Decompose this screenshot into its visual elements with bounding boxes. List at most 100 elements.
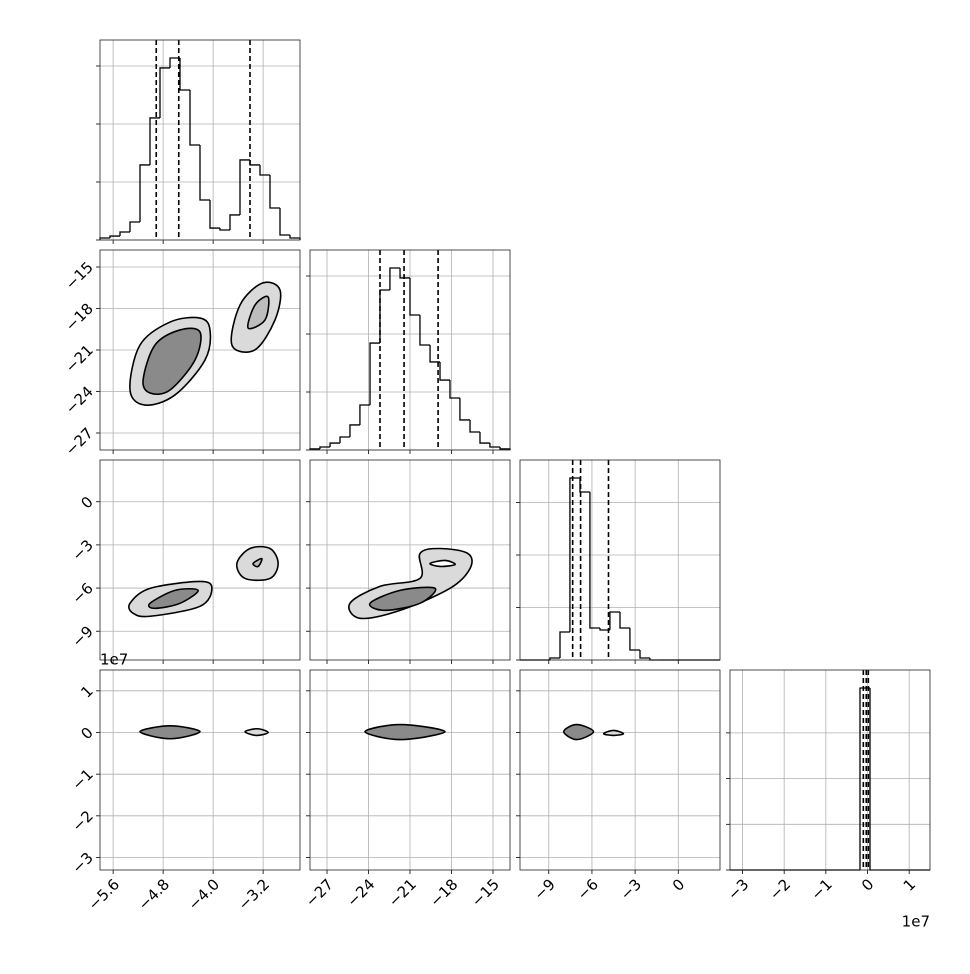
hist-bin <box>469 419 480 433</box>
panel-frame <box>99 39 301 241</box>
hist-bin <box>139 164 150 223</box>
x-tick-label: −18 <box>426 875 461 910</box>
hist-bin <box>219 228 230 231</box>
hist-bin <box>349 424 360 438</box>
contour <box>139 725 201 740</box>
hist-bin <box>609 611 620 631</box>
x-tick-label: −9 <box>530 875 558 903</box>
hist-bin <box>479 432 490 444</box>
hist-bin <box>119 231 130 237</box>
hist-bin <box>179 57 190 91</box>
hist-bin <box>559 631 570 659</box>
hist-bin <box>129 221 140 232</box>
hist-bin <box>399 267 410 279</box>
hist-bin <box>489 443 501 448</box>
contour <box>368 586 437 612</box>
hist-bin <box>269 175 280 209</box>
x-tick-label: −3.2 <box>235 875 273 913</box>
hist-bin <box>429 345 441 363</box>
hist-bin <box>449 380 460 399</box>
y-tick-label: −3 <box>69 849 97 877</box>
y-tick-label: 1 <box>77 682 96 701</box>
y-tick-label: −18 <box>62 300 97 335</box>
x-tick-label: −21 <box>385 875 420 910</box>
x-tick-label: −1 <box>807 875 835 903</box>
x-tick-label: −24 <box>343 875 378 910</box>
hist-bin <box>639 650 650 659</box>
panel-frame <box>519 669 721 871</box>
contour <box>429 559 456 568</box>
hist-bin <box>279 207 290 236</box>
hist-bin <box>499 446 511 450</box>
contour <box>348 547 473 620</box>
contour <box>147 587 199 610</box>
panel-frame <box>309 249 511 451</box>
hist-bin <box>459 398 471 421</box>
y-tick-label: −27 <box>62 424 97 459</box>
x-tick-label: −27 <box>302 875 337 910</box>
y-tick-label: −24 <box>62 383 97 418</box>
x-tick-label: 0 <box>669 875 688 894</box>
hist-bin <box>329 442 341 447</box>
hist-bin <box>339 436 350 444</box>
y-tick-label: −6 <box>69 579 97 607</box>
contour <box>602 729 625 737</box>
contour <box>247 295 270 330</box>
x-tick-label: −4.0 <box>185 875 223 913</box>
contour <box>244 727 269 737</box>
panel-frame <box>99 459 301 661</box>
y-tick-label: −2 <box>69 807 97 835</box>
x-tick-label: −4.8 <box>135 875 173 913</box>
y-tick-label: −1 <box>69 765 97 793</box>
panel-frame <box>729 669 931 871</box>
hist-bin <box>289 235 301 240</box>
contour <box>364 723 446 741</box>
panel-frame <box>309 459 511 661</box>
hist-bin <box>149 117 160 165</box>
hist-bin <box>629 627 640 651</box>
x-tick-label: −6 <box>574 875 602 903</box>
hist-bin <box>589 492 600 629</box>
hist-bin <box>379 289 390 344</box>
y-tick-label: 0 <box>77 724 96 743</box>
hist-bin <box>319 446 331 449</box>
contour <box>142 327 202 396</box>
hist-bin <box>419 314 431 346</box>
hist-bin <box>389 267 401 291</box>
hist-bin <box>159 67 170 118</box>
contour <box>252 557 263 568</box>
hist-bin <box>369 342 380 405</box>
x-tick-label: −2 <box>766 875 794 903</box>
hist-bin <box>199 144 210 201</box>
hist-bin <box>249 159 260 166</box>
panel-frame <box>309 669 511 871</box>
x-offset-label: 1e7 <box>902 913 930 931</box>
x-tick-label: −3 <box>724 875 752 903</box>
hist-bin <box>109 235 120 239</box>
y-tick-label: −9 <box>69 622 97 650</box>
hist-bin <box>239 159 250 215</box>
panel-frame <box>99 669 301 871</box>
hist-bin <box>169 57 180 68</box>
hist-bin <box>579 478 590 493</box>
hist-bin <box>209 199 220 229</box>
contour <box>562 723 595 741</box>
hist-bin <box>869 688 880 871</box>
x-tick-label: −3 <box>617 875 645 903</box>
hist-bin <box>569 477 580 633</box>
hist-bin <box>599 627 610 631</box>
x-tick-label: 1 <box>900 875 919 894</box>
hist-bin <box>259 164 270 176</box>
y-tick-label: 0 <box>77 493 96 512</box>
hist-bin <box>549 657 560 660</box>
x-tick-label: −15 <box>468 875 503 910</box>
hist-bin <box>229 214 240 231</box>
y-offset-label: 1e7 <box>100 651 128 669</box>
x-tick-label: −5.6 <box>85 875 123 913</box>
hist-bin <box>189 90 200 146</box>
hist-bin <box>409 277 420 316</box>
hist-bin <box>439 361 450 381</box>
y-tick-label: −21 <box>62 341 97 376</box>
x-tick-label: 0 <box>858 875 877 894</box>
